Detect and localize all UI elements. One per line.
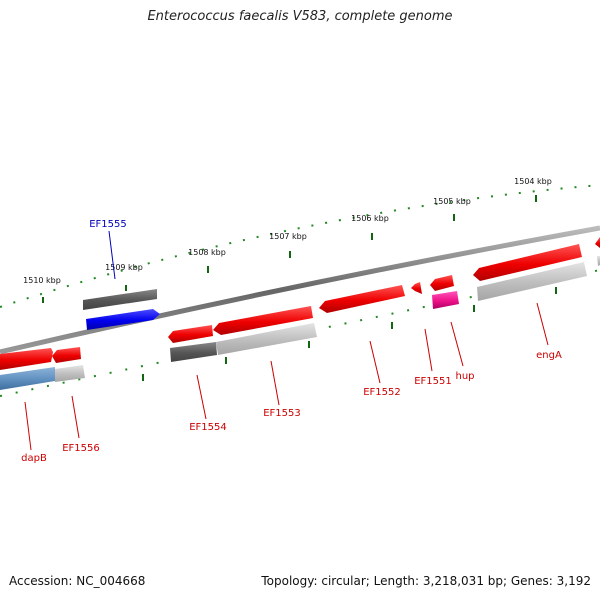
label-leader-EF1555 <box>108 230 116 280</box>
gene-EF1553-cds[interactable] <box>216 323 317 355</box>
gene-EF1556-arrow[interactable] <box>52 347 81 363</box>
gene-dapB[interactable] <box>0 348 55 390</box>
scale-label-1504: 1504 kbp <box>514 177 552 186</box>
scale-label-1510: 1510 kbp <box>23 276 61 285</box>
label-leader-EF1551 <box>424 328 433 372</box>
gene-dapB-cds[interactable] <box>0 367 55 390</box>
label-leader-engA <box>536 302 549 346</box>
gene-label-hup[interactable]: hup <box>455 371 474 382</box>
gene-hup-cds[interactable] <box>432 291 459 309</box>
gene-label-EF1556[interactable]: EF1556 <box>62 443 100 454</box>
label-leader-EF1556 <box>71 395 80 439</box>
gene-label-EF1554[interactable]: EF1554 <box>189 422 227 433</box>
gene-EF1555[interactable] <box>83 289 160 330</box>
major-tick-marks-outer <box>42 195 537 303</box>
gene-EF1552-arrow[interactable] <box>319 285 405 313</box>
gene-label-dapB[interactable]: dapB <box>21 453 47 464</box>
label-leader-EF1552 <box>369 340 381 384</box>
gene-EF1551[interactable] <box>411 282 422 294</box>
gene-EF1554[interactable] <box>168 325 217 362</box>
gene-engA-cds[interactable] <box>477 262 587 301</box>
scale-label-1508: 1508 kbp <box>188 248 226 257</box>
accession-text: Accession: NC_004668 <box>9 574 146 588</box>
gene-EF1551-arrow[interactable] <box>411 282 422 294</box>
gene-label-EF1551[interactable]: EF1551 <box>414 376 452 387</box>
scale-label-1506: 1506 kbp <box>351 214 389 223</box>
gene-engA-arrow[interactable] <box>473 244 582 281</box>
gene-label-engA[interactable]: engA <box>536 350 562 361</box>
gene-dapB-arrow[interactable] <box>0 348 53 370</box>
genome-summary-text: Topology: circular; Length: 3,218,031 bp… <box>261 574 591 588</box>
genome-backbone <box>0 225 600 355</box>
gene-EF1556[interactable] <box>52 347 85 382</box>
map-title: Enterococcus faecalis V583, complete gen… <box>147 9 453 24</box>
gene-EF1555-shadow-feature <box>83 289 157 310</box>
scale-label-1507: 1507 kbp <box>269 232 307 241</box>
gene-label-EF1555[interactable]: EF1555 <box>89 219 127 230</box>
gene-EF1554-arrow[interactable] <box>168 325 213 343</box>
gene-EF1553-arrow[interactable] <box>213 306 313 335</box>
gene-EF1553[interactable] <box>213 306 317 355</box>
label-leader-dapB <box>24 401 32 451</box>
scale-label-1505: 1505 kbp <box>433 197 471 206</box>
gene-EF1555-arrow[interactable] <box>86 309 160 330</box>
label-leader-hup <box>450 321 464 367</box>
gene-partial-right-cds[interactable] <box>597 256 600 266</box>
label-leader-EF1554 <box>196 374 207 420</box>
gene-partial-right[interactable] <box>595 237 600 266</box>
gene-EF1556-cds[interactable] <box>55 365 85 382</box>
gene-hup-arrow[interactable] <box>430 275 454 291</box>
label-leader-EF1553 <box>270 360 280 406</box>
gene-EF1552[interactable] <box>319 285 405 313</box>
gene-hup[interactable] <box>430 275 459 309</box>
gene-partial-right-arrow[interactable] <box>595 237 600 248</box>
gene-engA[interactable] <box>473 244 587 301</box>
gene-EF1554-cds[interactable] <box>170 342 217 362</box>
gene-label-EF1552[interactable]: EF1552 <box>363 387 401 398</box>
gene-label-EF1553[interactable]: EF1553 <box>263 408 301 419</box>
major-tick-marks-inner <box>142 287 557 381</box>
scale-label-1509: 1509 kbp <box>105 263 143 272</box>
